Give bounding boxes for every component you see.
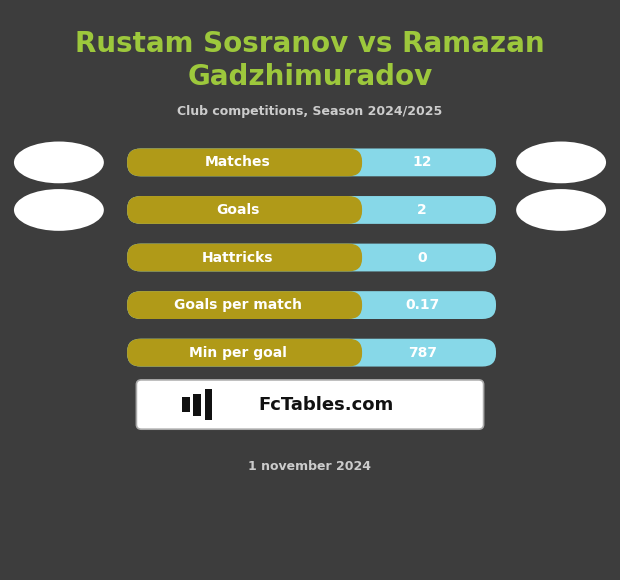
Text: Matches: Matches	[205, 155, 271, 169]
FancyBboxPatch shape	[127, 196, 496, 224]
Text: 0: 0	[417, 251, 427, 264]
Text: Goals per match: Goals per match	[174, 298, 302, 312]
Text: Min per goal: Min per goal	[189, 346, 286, 360]
FancyBboxPatch shape	[127, 148, 362, 176]
Ellipse shape	[14, 189, 104, 231]
Ellipse shape	[516, 189, 606, 231]
FancyBboxPatch shape	[205, 390, 212, 420]
FancyBboxPatch shape	[127, 339, 496, 367]
FancyBboxPatch shape	[127, 291, 362, 319]
Text: Rustam Sosranov vs Ramazan: Rustam Sosranov vs Ramazan	[75, 30, 545, 57]
Text: 2: 2	[417, 203, 427, 217]
Text: 1 november 2024: 1 november 2024	[249, 461, 371, 473]
Text: FcTables.com: FcTables.com	[258, 396, 393, 414]
FancyBboxPatch shape	[127, 148, 496, 176]
FancyBboxPatch shape	[182, 397, 190, 412]
Ellipse shape	[14, 142, 104, 183]
Ellipse shape	[516, 142, 606, 183]
Text: 787: 787	[408, 346, 436, 360]
Text: 12: 12	[412, 155, 432, 169]
Text: Goals: Goals	[216, 203, 259, 217]
FancyBboxPatch shape	[193, 394, 201, 415]
Text: Club competitions, Season 2024/2025: Club competitions, Season 2024/2025	[177, 105, 443, 118]
FancyBboxPatch shape	[127, 244, 496, 271]
FancyBboxPatch shape	[127, 291, 496, 319]
FancyBboxPatch shape	[127, 244, 362, 271]
FancyBboxPatch shape	[136, 380, 484, 429]
Text: 0.17: 0.17	[405, 298, 440, 312]
Text: Gadzhimuradov: Gadzhimuradov	[187, 63, 433, 90]
FancyBboxPatch shape	[127, 339, 362, 367]
Text: Hattricks: Hattricks	[202, 251, 273, 264]
FancyBboxPatch shape	[127, 196, 362, 224]
